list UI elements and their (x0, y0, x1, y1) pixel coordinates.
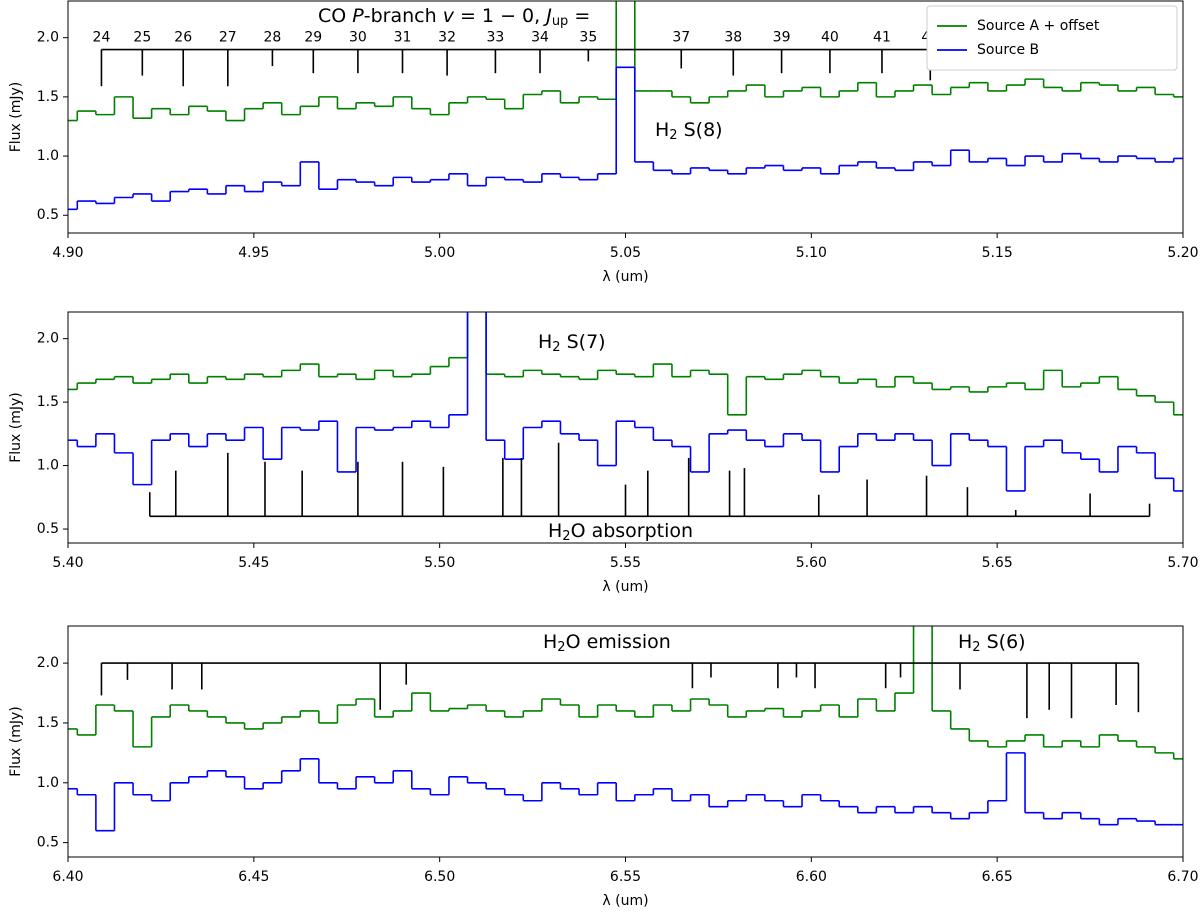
x-axis-label: λ (um) (602, 269, 648, 285)
x-tick-label: 5.65 (982, 555, 1013, 571)
x-tick-label: 5.50 (424, 555, 455, 571)
y-axis-label: Flux (mJy) (8, 706, 24, 777)
marker-label: 28 (264, 30, 282, 46)
marker-label: 29 (304, 30, 322, 46)
x-tick-label: 5.15 (982, 245, 1013, 261)
marker-label: 41 (873, 30, 891, 46)
marker-label: 25 (133, 30, 151, 46)
axes-frame (67, 311, 1184, 544)
axes-frame (67, 625, 1184, 858)
marker-label: 26 (174, 30, 192, 46)
x-tick-label: 6.60 (796, 869, 827, 885)
y-tick-label: 2.0 (37, 30, 59, 46)
plot-area (68, 1, 1183, 211)
legend-label: Source A + offset (977, 18, 1100, 34)
x-tick-label: 6.70 (1167, 869, 1198, 885)
x-tick-label: 5.10 (796, 245, 827, 261)
annotation: H2 S(7) (538, 331, 606, 355)
x-tick-label: 6.40 (52, 869, 83, 885)
x-tick-label: 6.65 (982, 869, 1013, 885)
x-tick-label: 5.55 (610, 555, 641, 571)
y-tick-label: 1.5 (37, 89, 59, 105)
annotation: H2 S(8) (655, 119, 723, 143)
legend-label: Source B (977, 42, 1039, 58)
marker-label: 30 (349, 30, 367, 46)
marker-label: 31 (394, 30, 412, 46)
marker-label: 39 (773, 30, 791, 46)
y-tick-label: 0.5 (37, 835, 59, 851)
marker-label: 35 (579, 30, 597, 46)
y-tick-label: 0.5 (37, 521, 59, 537)
x-tick-label: 5.05 (610, 245, 641, 261)
y-tick-label: 2.0 (37, 655, 59, 671)
marker-label: 32 (438, 30, 456, 46)
y-axis-label: Flux (mJy) (8, 82, 24, 153)
x-axis-label: λ (um) (602, 893, 648, 909)
y-tick-label: 2.0 (37, 331, 59, 347)
plot-area (68, 312, 1183, 518)
annotation: H2 S(6) (958, 631, 1026, 655)
panels: 4.90 4.95 5.00 5.05 5.10 5.15 5.20 0.5 1.0 1.5 2.0… (8, 0, 1199, 909)
x-tick-label: 4.90 (52, 245, 83, 261)
marker-label: 37 (672, 30, 690, 46)
marker-label: 27 (219, 30, 237, 46)
y-axis-label: Flux (mJy) (8, 392, 24, 463)
y-tick-label: 1.0 (37, 458, 59, 474)
marker-label: 33 (487, 30, 505, 46)
x-tick-label: 6.55 (610, 869, 641, 885)
axes-frame (67, 0, 1184, 234)
marker-label: 34 (531, 30, 549, 46)
marker-label: 24 (93, 30, 111, 46)
y-tick-label: 1.5 (37, 394, 59, 410)
x-tick-label: 5.40 (52, 555, 83, 571)
x-tick-label: 5.20 (1167, 245, 1198, 261)
x-tick-label: 5.70 (1167, 555, 1198, 571)
x-tick-label: 6.45 (238, 869, 269, 885)
annotation: H2O absorption (548, 520, 693, 544)
annotation: H2O emission (543, 631, 671, 655)
y-tick-label: 0.5 (37, 207, 59, 223)
legend-box (926, 5, 1178, 71)
co-title: CO P-branch v = 1 − 0, Jup = (318, 5, 590, 29)
y-tick-label: 1.0 (37, 775, 59, 791)
x-tick-label: 5.00 (424, 245, 455, 261)
y-tick-label: 1.0 (37, 148, 59, 164)
x-tick-label: 4.95 (238, 245, 269, 261)
x-tick-label: 5.60 (796, 555, 827, 571)
x-tick-label: 6.50 (424, 869, 455, 885)
x-axis-label: λ (um) (602, 579, 648, 595)
x-tick-label: 5.45 (238, 555, 269, 571)
marker-label: 38 (724, 30, 742, 46)
plot-area (68, 626, 1183, 832)
marker-label: 40 (821, 30, 839, 46)
y-tick-label: 1.5 (37, 715, 59, 731)
